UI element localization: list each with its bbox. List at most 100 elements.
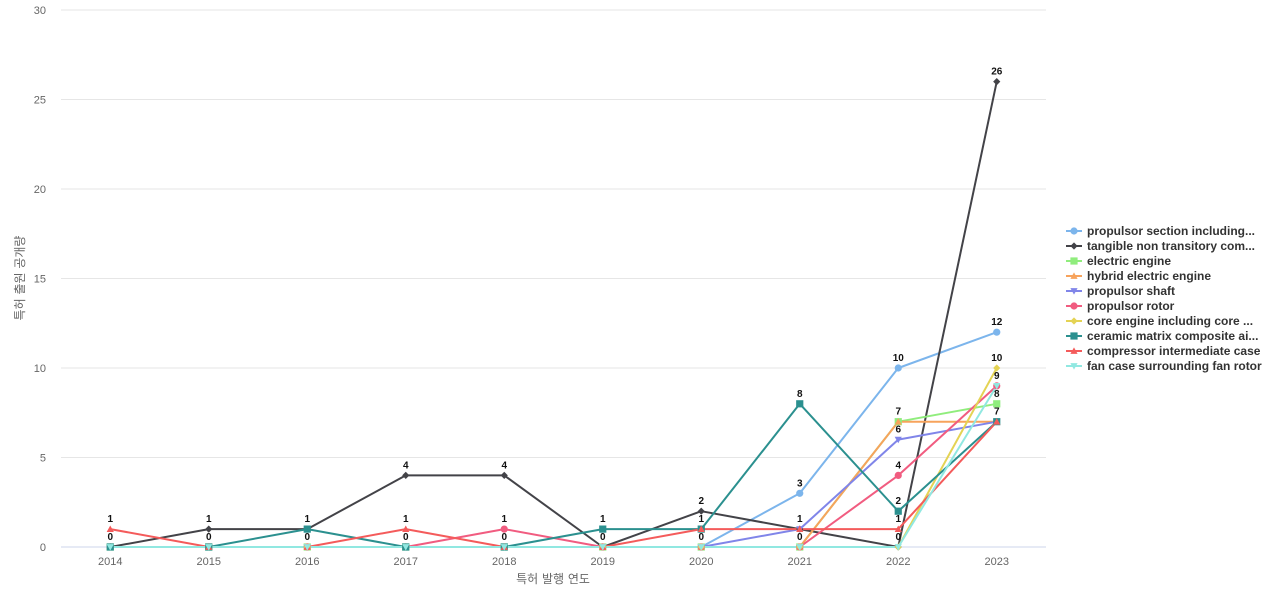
data-point — [500, 525, 508, 533]
legend-label: compressor intermediate case — [1087, 344, 1261, 358]
data-label: 9 — [994, 371, 1000, 382]
data-point — [993, 418, 1001, 425]
x-tick-label: 2023 — [985, 556, 1009, 568]
legend-marker — [1070, 257, 1078, 265]
legend-item[interactable]: electric engine — [1066, 254, 1171, 268]
legend-marker — [1070, 227, 1078, 235]
legend-item[interactable]: tangible non transitory com... — [1066, 239, 1255, 253]
data-point — [796, 489, 804, 497]
data-label: 1 — [403, 514, 409, 525]
data-point — [402, 525, 410, 532]
data-label: 2 — [698, 496, 704, 507]
legend-marker — [1070, 363, 1078, 370]
x-tick-label: 2017 — [394, 556, 418, 568]
legend-item[interactable]: hybrid electric engine — [1066, 269, 1211, 283]
data-label: 0 — [797, 532, 803, 543]
x-tick-label: 2018 — [492, 556, 516, 568]
legend-marker — [1070, 317, 1078, 325]
data-point — [796, 544, 804, 551]
data-point — [894, 364, 902, 372]
data-point — [500, 544, 508, 551]
series-lines — [110, 81, 998, 548]
data-point — [796, 525, 804, 532]
data-point — [894, 525, 902, 532]
data-label: 1 — [501, 514, 507, 525]
legend-marker — [1070, 288, 1078, 295]
data-point — [106, 544, 114, 551]
y-tick-label: 25 — [34, 95, 46, 107]
data-point — [894, 418, 902, 425]
data-point — [993, 78, 1001, 86]
x-axis: 2014 2015 2016 2017 2018 2019 2020 2021 2022 2023 — [61, 546, 1046, 568]
data-label: 0 — [403, 532, 409, 543]
data-point — [402, 471, 410, 479]
legend-marker — [1070, 272, 1078, 279]
legend-label: fan case surrounding fan rotor — [1087, 359, 1262, 373]
series-markers — [106, 78, 1001, 551]
y-tick-label: 10 — [34, 363, 46, 375]
legend-item[interactable]: propulsor section including... — [1066, 224, 1255, 238]
data-label: 1 — [600, 514, 606, 525]
data-point — [303, 544, 311, 551]
y-tick-label: 15 — [34, 274, 46, 286]
data-point — [500, 471, 508, 479]
y-tick-label: 30 — [34, 5, 46, 17]
grid — [61, 9, 1046, 548]
data-label: 3 — [797, 478, 803, 489]
legend-item[interactable]: propulsor shaft — [1066, 284, 1175, 298]
data-label: 0 — [501, 532, 507, 543]
y-tick-label: 5 — [40, 453, 46, 465]
legend-label: core engine including core ... — [1087, 314, 1253, 328]
data-point — [894, 507, 902, 515]
data-point — [205, 525, 213, 533]
data-point — [599, 544, 607, 551]
y-axis-title: 특허 출원 공개량 — [13, 236, 27, 321]
legend-item[interactable]: compressor intermediate case — [1066, 344, 1261, 358]
legend-item[interactable]: ceramic matrix composite ai... — [1066, 329, 1258, 343]
legend-item[interactable]: core engine including core ... — [1066, 314, 1253, 328]
data-label: 8 — [994, 389, 1000, 400]
series-line-0 — [110, 331, 998, 548]
data-label: 1 — [698, 514, 704, 525]
data-label: 1 — [206, 514, 212, 525]
x-tick-label: 2019 — [591, 556, 615, 568]
legend-label: hybrid electric engine — [1087, 269, 1211, 283]
data-label: 0 — [304, 532, 310, 543]
data-label: 6 — [895, 425, 901, 436]
legend-label: propulsor rotor — [1087, 299, 1175, 313]
series-line-9 — [110, 385, 998, 548]
data-label: 10 — [893, 353, 905, 364]
data-label: 12 — [991, 317, 1003, 328]
legend[interactable]: propulsor section including...tangible n… — [1066, 224, 1262, 373]
data-point — [697, 544, 705, 551]
data-point — [894, 436, 902, 444]
legend-label: electric engine — [1087, 254, 1171, 268]
legend-item[interactable]: fan case surrounding fan rotor — [1066, 359, 1262, 373]
x-tick-label: 2022 — [886, 556, 910, 568]
data-point — [205, 544, 213, 551]
data-point — [993, 400, 1001, 408]
data-label: 0 — [107, 532, 113, 543]
legend-label: ceramic matrix composite ai... — [1087, 329, 1258, 343]
x-tick-label: 2015 — [197, 556, 221, 568]
series-line-7 — [110, 402, 998, 548]
data-label: 1 — [107, 514, 113, 525]
data-point — [993, 328, 1001, 336]
data-label: 26 — [991, 67, 1003, 78]
legend-label: propulsor shaft — [1087, 284, 1175, 298]
data-label: 10 — [991, 353, 1003, 364]
legend-marker — [1070, 347, 1078, 354]
data-point — [993, 364, 1001, 372]
data-label: 4 — [403, 460, 409, 471]
series-line-2 — [110, 402, 997, 548]
legend-item[interactable]: propulsor rotor — [1066, 299, 1175, 313]
y-tick-label: 0 — [40, 542, 46, 554]
legend-marker — [1070, 242, 1078, 250]
data-label: 0 — [698, 532, 704, 543]
data-point — [599, 525, 607, 533]
legend-label: tangible non transitory com... — [1087, 239, 1255, 253]
y-axis: 0 5 10 15 20 25 30 — [34, 5, 46, 554]
x-tick-label: 2021 — [788, 556, 812, 568]
